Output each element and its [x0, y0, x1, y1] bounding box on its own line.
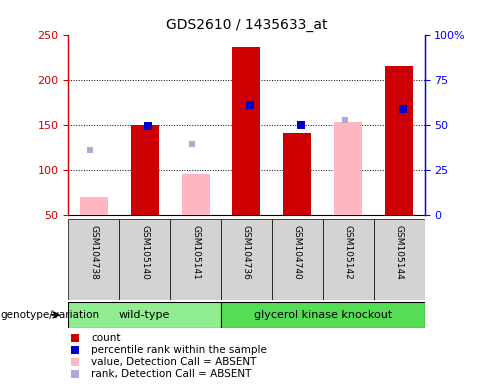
Text: glycerol kinase knockout: glycerol kinase knockout [254, 310, 392, 320]
Point [72, 347, 80, 353]
Bar [131, 125, 159, 215]
Point [297, 122, 305, 128]
Text: value, Detection Call = ABSENT: value, Detection Call = ABSENT [91, 357, 257, 367]
Point [188, 141, 196, 147]
Text: genotype/variation: genotype/variation [0, 310, 99, 320]
Text: GSM105141: GSM105141 [191, 225, 200, 280]
Bar [68, 219, 119, 300]
Bar [221, 302, 425, 328]
Bar [80, 197, 108, 215]
Text: rank, Detection Call = ABSENT: rank, Detection Call = ABSENT [91, 369, 252, 379]
Bar [221, 219, 272, 300]
Bar [374, 219, 425, 300]
Title: GDS2610 / 1435633_at: GDS2610 / 1435633_at [166, 18, 327, 32]
Point [144, 122, 152, 129]
Bar [323, 219, 374, 300]
Point [72, 359, 80, 365]
Text: GSM105140: GSM105140 [140, 225, 149, 280]
Bar [385, 66, 413, 215]
Point [341, 117, 348, 123]
Bar [68, 302, 221, 328]
Bar [182, 174, 209, 215]
Bar [232, 47, 261, 215]
Text: GSM105144: GSM105144 [395, 225, 404, 280]
Bar [272, 219, 323, 300]
Bar [284, 133, 311, 215]
Point [399, 106, 407, 112]
Point [72, 335, 80, 341]
Bar [334, 122, 362, 215]
Point [72, 371, 80, 377]
Bar [119, 219, 170, 300]
Text: wild-type: wild-type [119, 310, 170, 320]
Point [86, 147, 94, 153]
Point [246, 102, 254, 108]
Text: GSM105142: GSM105142 [344, 225, 353, 280]
Text: GSM104738: GSM104738 [89, 225, 98, 280]
Text: GSM104736: GSM104736 [242, 225, 251, 280]
Text: count: count [91, 333, 121, 343]
Text: percentile rank within the sample: percentile rank within the sample [91, 345, 267, 355]
Bar [170, 219, 221, 300]
Text: GSM104740: GSM104740 [293, 225, 302, 280]
